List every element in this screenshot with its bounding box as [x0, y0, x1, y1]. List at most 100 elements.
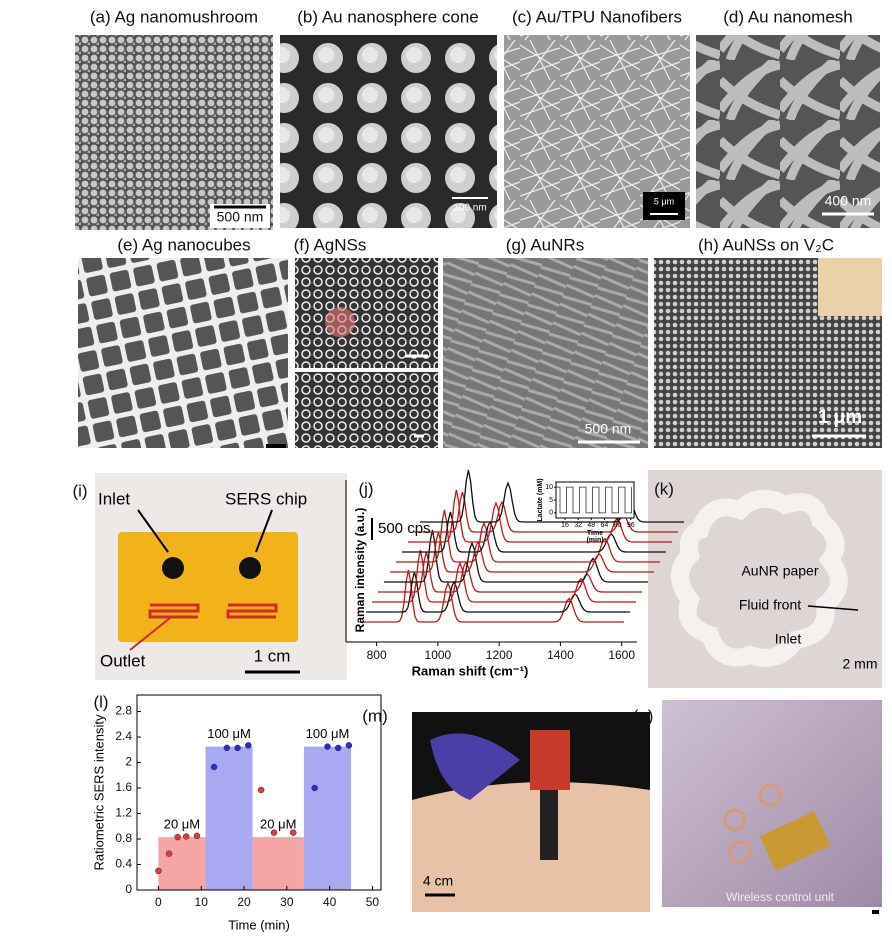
panel-label: (m) — [362, 706, 387, 725]
data-point — [311, 784, 318, 792]
decoration — [129, 617, 171, 651]
panel-label: (a) Ag nanomushroom — [90, 7, 258, 26]
panel-label: (e) Ag nanocubes — [117, 235, 250, 254]
data-point — [193, 832, 201, 840]
sem-image — [696, 35, 880, 228]
scale-bar-label: 400 nm — [825, 193, 872, 209]
decoration — [807, 605, 859, 611]
data-point — [210, 763, 218, 771]
x-tick-label: 30 — [280, 895, 294, 909]
decoration — [239, 557, 261, 579]
bar-annotation: 20 μM — [260, 817, 296, 832]
x-tick-label: 50 — [366, 895, 380, 909]
x-tick-label: 64 — [601, 522, 609, 529]
decoration — [723, 808, 747, 832]
decoration — [162, 557, 184, 579]
annotation: Fluid front — [739, 597, 801, 613]
y-axis-title: Raman intensity (a.u.) — [353, 508, 367, 633]
y-tick-label: 1.6 — [115, 780, 132, 794]
scale-bar-label: 500 nm — [217, 209, 264, 225]
data-point — [257, 786, 265, 794]
decoration — [759, 811, 831, 871]
x-tick-label: 48 — [587, 522, 595, 529]
scale-bar-label: 500 nm — [585, 421, 632, 437]
y-axis-title: Lactate (mM) — [537, 478, 544, 521]
bar-annotation: 100 μM — [207, 726, 251, 741]
inset-trace — [556, 486, 632, 514]
sem-image — [443, 258, 648, 448]
y-tick-label: 2.4 — [115, 729, 132, 743]
scale-bar-label: 100 nm — [453, 203, 486, 214]
annotation: AuNR paper — [741, 563, 818, 579]
spectrum — [390, 531, 654, 573]
spectrum — [420, 469, 684, 523]
spectrum — [360, 569, 624, 623]
y-tick-label: 0.4 — [115, 857, 132, 871]
sem-image — [295, 258, 438, 368]
decoration — [266, 444, 286, 448]
panel-label: (n) — [633, 706, 654, 725]
data-point — [270, 829, 278, 836]
decoration — [872, 910, 879, 914]
data-point — [334, 744, 342, 752]
scale-bar-label: 1 μm — [818, 407, 862, 428]
panel-label: (h) AuNSs on V₂C — [698, 235, 834, 254]
x-tick-label: 96 — [627, 522, 635, 529]
sem-image — [75, 35, 273, 230]
decoration — [137, 509, 169, 553]
spectrum — [414, 491, 678, 533]
plot-frame — [136, 694, 382, 891]
x-axis-unit: (min) — [586, 537, 603, 544]
panel-label: (j) — [358, 479, 373, 498]
x-tick-label: 1600 — [608, 648, 635, 662]
data-point — [234, 744, 241, 752]
data-point — [223, 744, 231, 752]
spectrum — [396, 509, 660, 563]
y-tick-label: 1.2 — [115, 806, 132, 820]
x-axis-title: Time — [587, 530, 603, 537]
bar-annotation: 20 μM — [164, 817, 200, 832]
spectrum — [402, 511, 666, 553]
bar — [205, 746, 253, 890]
x-tick-label: 20 — [237, 895, 251, 909]
decoration — [540, 790, 558, 860]
y-tick-label: 0.8 — [115, 831, 132, 845]
inset-frame — [555, 481, 635, 519]
annotation: Outlet — [100, 651, 146, 670]
data-point — [245, 742, 252, 749]
y-tick-label: 2 — [125, 755, 132, 769]
data-point — [289, 829, 297, 836]
y-tick-label: 5 — [549, 497, 553, 504]
spectrum — [372, 549, 636, 603]
panel-label: (f) AgNSs — [294, 235, 367, 254]
spectrum — [384, 529, 648, 583]
x-tick-label: 1000 — [425, 648, 452, 662]
bar-annotation: 100 μM — [306, 726, 350, 741]
annotation: 500 cps — [378, 520, 431, 537]
y-tick-label: 0 — [125, 882, 132, 896]
sem-image — [280, 35, 497, 228]
spectrum — [378, 551, 642, 593]
y-tick-label: 2.8 — [115, 704, 132, 718]
panel-label: (i) — [72, 481, 87, 500]
x-tick-label: 16 — [561, 522, 569, 529]
x-tick-label: 80 — [614, 522, 622, 529]
panel-label: (k) — [654, 479, 674, 498]
y-axis-title: Ratiometric SERS intensity — [91, 714, 106, 871]
bar — [252, 837, 304, 890]
channel — [671, 489, 848, 667]
data-point — [345, 742, 353, 749]
x-axis-title: Time (min) — [228, 917, 290, 932]
annotation: Inlet — [98, 489, 130, 508]
y-tick-label: 0 — [549, 510, 553, 517]
decoration — [643, 192, 685, 220]
x-tick-label: 1400 — [547, 648, 574, 662]
annotation: SERS chip — [225, 489, 307, 508]
decoration — [430, 733, 520, 800]
bar — [303, 746, 352, 890]
scale-bar-label: 2 mm — [843, 656, 878, 672]
x-tick-label: 1200 — [486, 648, 513, 662]
data-point — [174, 833, 181, 841]
